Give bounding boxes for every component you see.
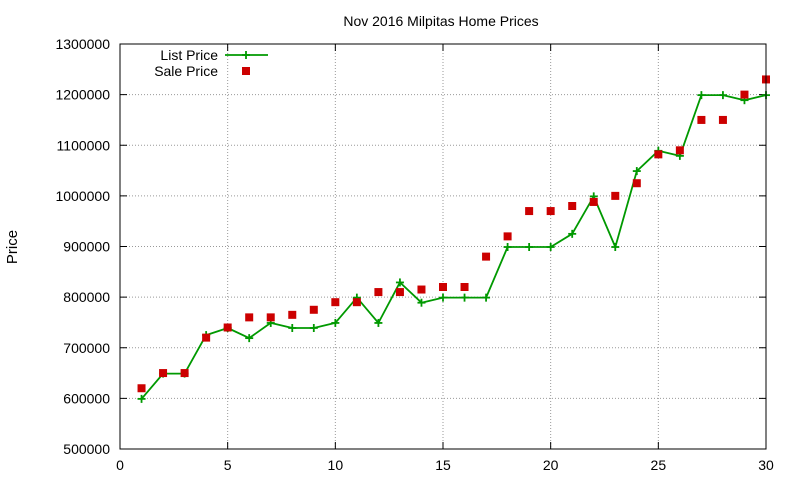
list-price-point (439, 293, 447, 302)
legend-swatch-list-price (225, 51, 268, 59)
sale-price-point (202, 333, 211, 342)
list-price-point (611, 243, 620, 252)
grid-lines (120, 44, 766, 449)
sale-price-point (223, 323, 232, 332)
sale-price-point (482, 252, 491, 261)
sale-price-point (718, 115, 727, 124)
sale-price-point (417, 285, 426, 294)
list-price-point (525, 243, 534, 252)
sale-price-point (439, 283, 447, 291)
list-price-point (417, 298, 426, 307)
list-price-point (374, 318, 383, 327)
y-tick-label: 500000 (63, 441, 110, 457)
x-tick-label: 0 (116, 457, 124, 473)
list-price-point (568, 229, 577, 238)
sale-price-point (180, 369, 189, 378)
sale-price-point (331, 298, 340, 307)
legend-label-list-price: List Price (160, 47, 218, 63)
list-price-point (503, 243, 512, 252)
sale-price-point (611, 191, 620, 200)
legend-marker-sale-price (242, 67, 250, 75)
sale-price-point (697, 115, 706, 124)
x-tick-label: 10 (328, 457, 344, 473)
sale-price-point (309, 305, 318, 314)
y-tick-label: 1200000 (55, 87, 110, 103)
series-layer (137, 75, 770, 403)
sale-price-point (546, 207, 555, 216)
plot-frame (119, 43, 767, 450)
sale-price-point (654, 150, 663, 159)
list-price-point (288, 324, 297, 333)
legend: List Price Sale Price (154, 47, 268, 79)
x-tick-label: 30 (758, 457, 774, 473)
sale-price-point (525, 207, 534, 216)
list-price-point (697, 91, 706, 100)
y-axis-label: Price (4, 230, 21, 264)
sale-price-point (632, 179, 641, 188)
sale-price-point (589, 197, 598, 206)
sale-price-point (352, 298, 361, 307)
sale-price-point (159, 369, 168, 378)
x-tick-label: 25 (651, 457, 667, 473)
x-tick-label: 15 (435, 457, 451, 473)
sale-price-point (460, 283, 469, 291)
y-tick-label: 700000 (63, 340, 110, 356)
sale-price-point (245, 313, 254, 322)
legend-swatch-sale-price (242, 67, 250, 75)
list-price-point (460, 293, 469, 302)
legend-marker-list-price (242, 51, 250, 59)
axis-ticks: 500000 600000 700000 800000 900000 1000000 110… (55, 36, 774, 473)
list-price-point (546, 243, 555, 252)
sale-price-point (374, 288, 383, 297)
y-tick-label: 900000 (63, 239, 110, 255)
list-price-point (718, 91, 727, 100)
sale-price-point (288, 310, 297, 319)
list-price-point (482, 293, 491, 302)
x-tick-label: 20 (543, 457, 559, 473)
y-tick-label: 600000 (63, 390, 110, 406)
sale-price-point (568, 202, 577, 210)
sale-price-point (503, 232, 512, 241)
y-tick-label: 1300000 (55, 36, 110, 52)
list-price-point (245, 334, 254, 343)
y-tick-label: 800000 (63, 289, 110, 305)
list-price-point (395, 278, 404, 287)
legend-label-sale-price: Sale Price (154, 63, 218, 79)
sale-price-point (675, 146, 684, 155)
list-price-point (309, 324, 318, 333)
x-tick-label: 5 (224, 457, 232, 473)
list-price-point (331, 318, 340, 327)
chart-title: Nov 2016 Milpitas Home Prices (343, 13, 538, 29)
sale-price-point (137, 384, 146, 393)
y-tick-label: 1100000 (57, 137, 111, 153)
y-tick-label: 1000000 (55, 188, 110, 204)
sale-price-point (266, 313, 275, 322)
list-price-point (632, 167, 641, 176)
sale-price-point (395, 288, 404, 297)
sale-price-point (740, 90, 749, 99)
list-price-point (137, 394, 146, 403)
